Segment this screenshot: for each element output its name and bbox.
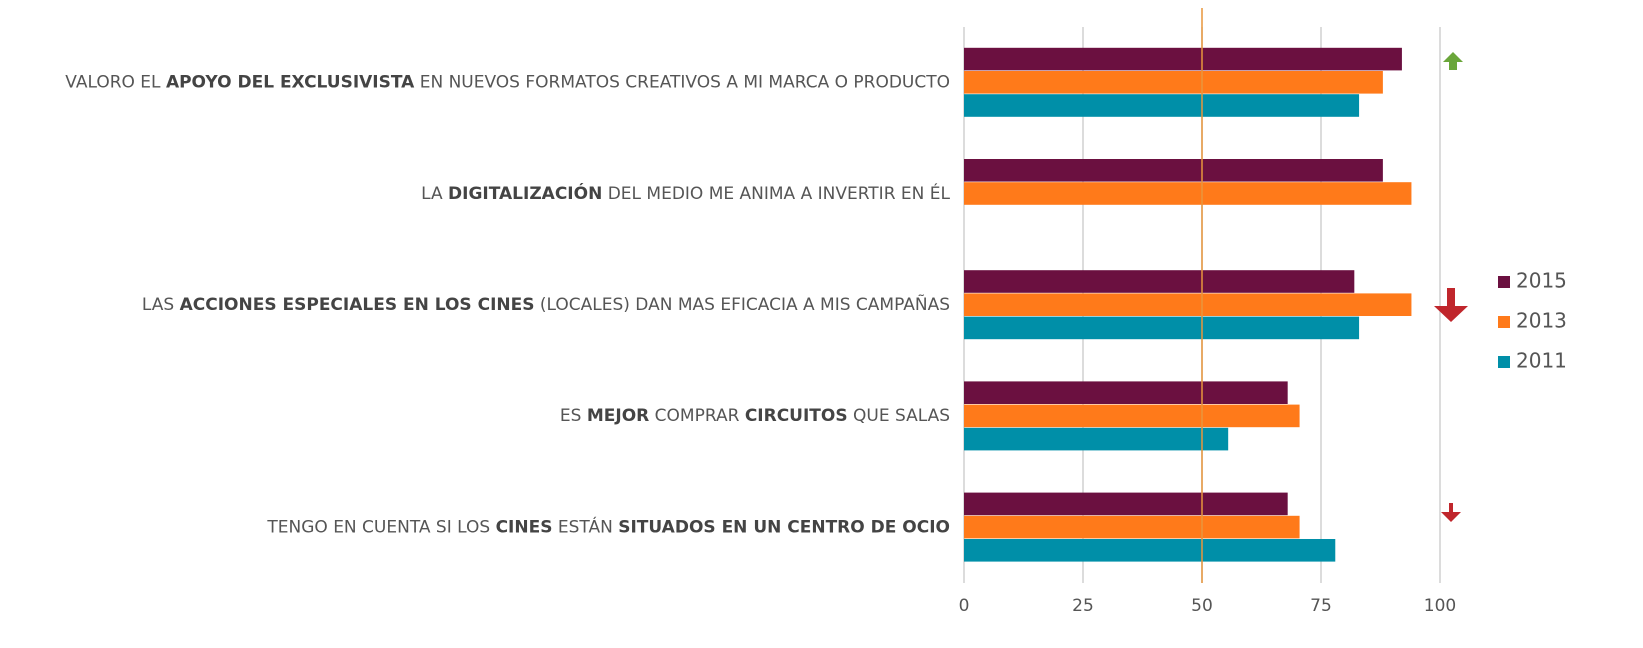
category-label-part: COMPRAR xyxy=(649,406,745,426)
bar xyxy=(964,47,1402,71)
legend-swatch xyxy=(1498,356,1510,368)
bar xyxy=(964,427,1229,451)
category-label-part: CINES xyxy=(496,517,553,537)
category-label-part: LAS xyxy=(142,295,180,315)
legend-swatch xyxy=(1498,316,1510,328)
x-tick-label: 50 xyxy=(1191,596,1213,616)
category-label-part: (LOCALES) DAN MAS EFICACIA A MIS CAMPAÑA… xyxy=(534,293,950,315)
category-label: VALORO EL APOYO DEL EXCLUSIVISTA EN NUEV… xyxy=(65,73,950,93)
bar xyxy=(964,182,1412,205)
bar xyxy=(964,515,1300,539)
down-arrow xyxy=(1441,503,1461,522)
bar xyxy=(964,71,1383,94)
category-label-part: VALORO EL xyxy=(65,73,166,93)
bar xyxy=(964,492,1288,516)
x-tick-label: 75 xyxy=(1310,596,1332,616)
up-arrow xyxy=(1443,52,1463,70)
legend-swatch xyxy=(1498,276,1510,288)
bar xyxy=(964,293,1412,316)
category-label: TENGO EN CUENTA SI LOS CINES ESTÁN SITUA… xyxy=(266,515,950,537)
category-label-part: DEL MEDIO ME ANIMA A INVERTIR EN ÉL xyxy=(602,182,950,204)
bar xyxy=(964,381,1288,404)
category-label: LAS ACCIONES ESPECIALES EN LOS CINES (LO… xyxy=(142,293,950,315)
category-label-part: TENGO EN CUENTA SI LOS xyxy=(266,517,495,537)
x-tick-label: 100 xyxy=(1424,596,1456,616)
category-label: LA DIGITALIZACIÓN DEL MEDIO ME ANIMA A I… xyxy=(421,182,950,204)
category-label-part: CIRCUITOS xyxy=(745,406,848,426)
category-label-part: EN NUEVOS FORMATOS CREATIVOS A MI MARCA … xyxy=(414,73,950,93)
bar xyxy=(964,316,1360,340)
legend-label: 2015 xyxy=(1516,269,1567,293)
bar xyxy=(964,404,1300,428)
category-label-part: DIGITALIZACIÓN xyxy=(448,182,602,204)
category-label-part: ES xyxy=(560,406,587,426)
bar xyxy=(964,94,1360,117)
legend-label: 2011 xyxy=(1516,349,1567,373)
category-label-part: ACCIONES ESPECIALES EN LOS CINES xyxy=(180,295,535,315)
legend-label: 2013 xyxy=(1516,309,1567,333)
bar xyxy=(964,159,1383,182)
category-label-part: QUE SALAS xyxy=(848,406,950,426)
category-label-part: APOYO DEL EXCLUSIVISTA xyxy=(166,73,415,93)
category-label-part: SITUADOS EN UN CENTRO DE OCIO xyxy=(618,517,950,537)
category-label-part: MEJOR xyxy=(587,406,649,426)
down-arrow xyxy=(1434,288,1468,322)
x-tick-label: 0 xyxy=(959,596,970,616)
bars xyxy=(964,47,1412,562)
x-tick-label: 25 xyxy=(1072,596,1094,616)
category-label-part: LA xyxy=(421,184,448,204)
bar xyxy=(964,270,1355,293)
category-label: ES MEJOR COMPRAR CIRCUITOS QUE SALAS xyxy=(560,406,950,426)
category-label-part: ESTÁN xyxy=(552,515,618,537)
bar xyxy=(964,539,1336,562)
